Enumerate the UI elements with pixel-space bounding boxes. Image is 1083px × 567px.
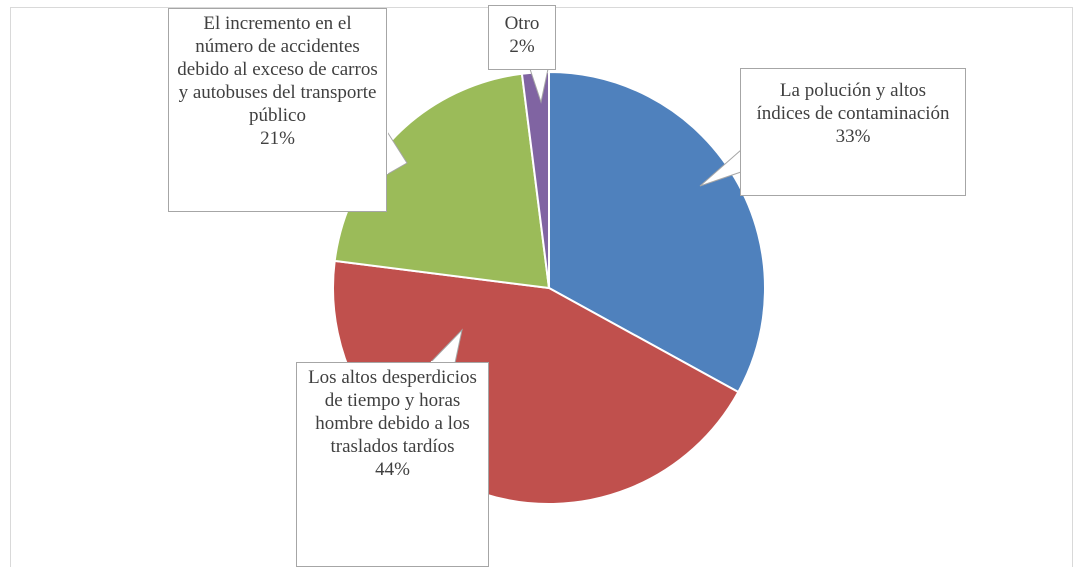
callout: La polución y altos índices de contamina… <box>740 68 966 196</box>
value-label: 21% <box>260 128 295 149</box>
value-label: 2% <box>509 36 535 57</box>
slice-label: El incremento en el número de accidentes… <box>177 13 378 126</box>
pie-slice <box>548 70 766 394</box>
slice-label: La polución y altos índices de contamina… <box>756 80 950 124</box>
callout: Otro 2% <box>488 5 556 70</box>
callout: Los altos desperdicios de tiempo y horas… <box>296 362 489 567</box>
slice-label: Los altos desperdicios de tiempo y horas… <box>308 367 477 457</box>
pie-slice <box>333 72 551 290</box>
slice-label: Otro <box>504 13 540 34</box>
callout: El incremento en el número de accidentes… <box>168 8 387 212</box>
value-label: 44% <box>375 459 410 480</box>
value-label: 33% <box>835 126 871 147</box>
